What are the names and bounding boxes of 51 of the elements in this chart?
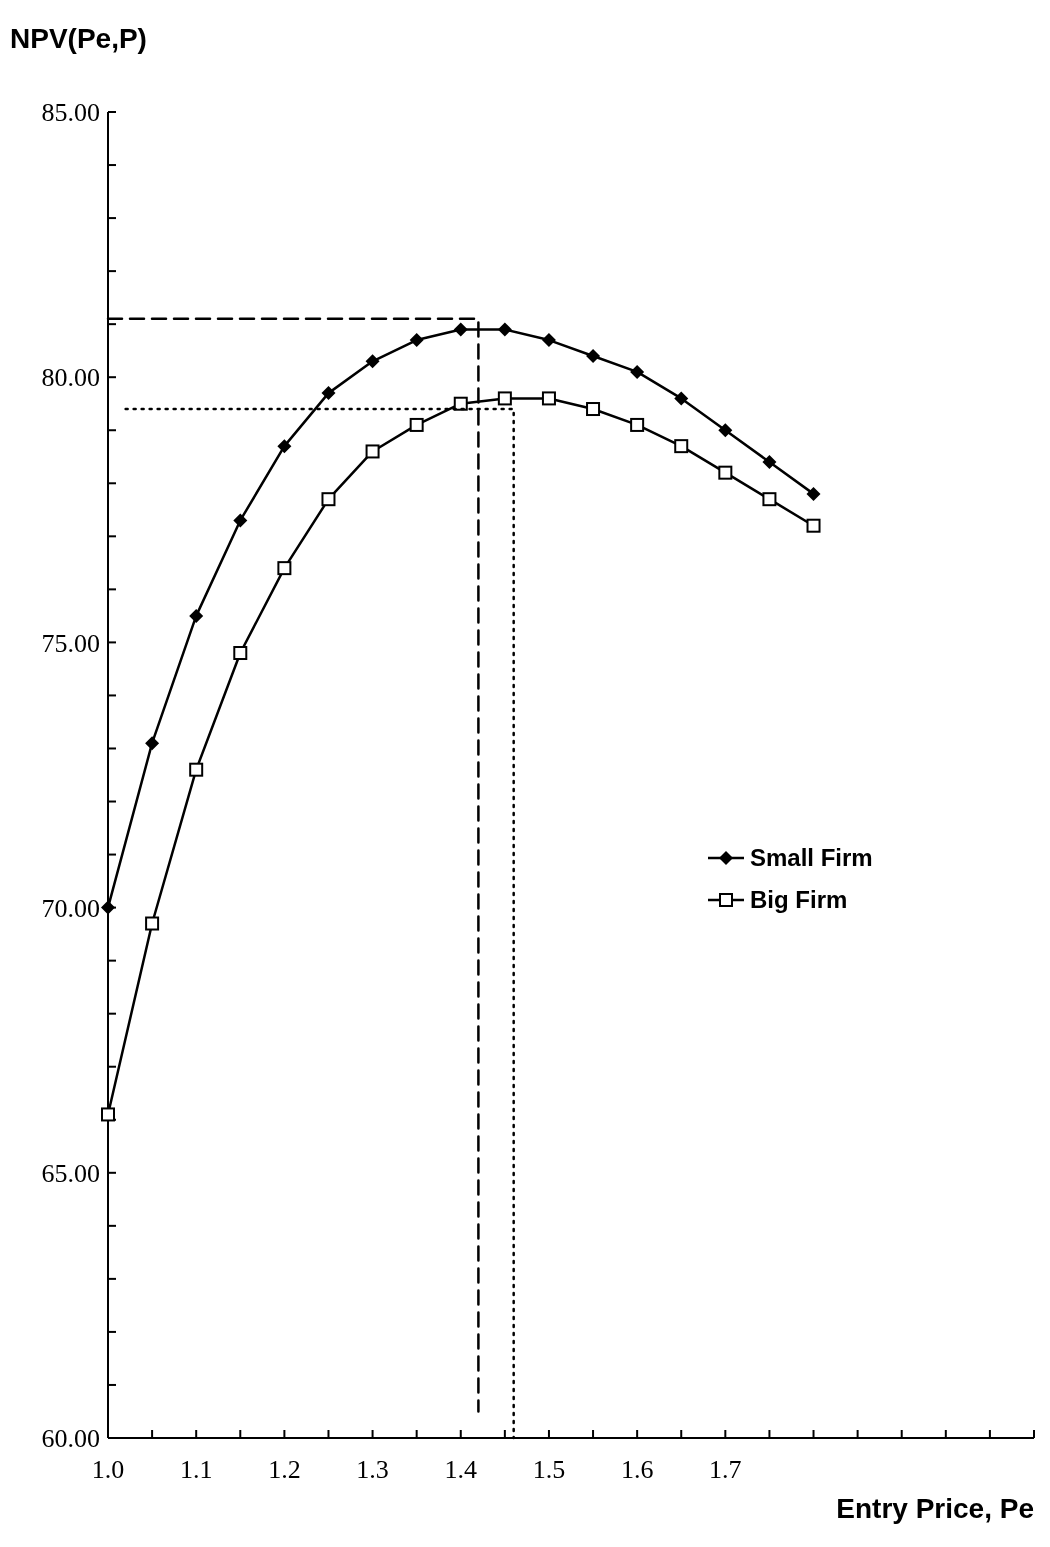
y-tick-label: 65.00 bbox=[41, 1158, 100, 1188]
point bbox=[189, 608, 204, 623]
point bbox=[497, 322, 512, 337]
y-tick-label: 70.00 bbox=[41, 893, 100, 923]
point bbox=[674, 391, 689, 406]
x-tick-label: 1.2 bbox=[268, 1455, 301, 1484]
point bbox=[145, 736, 160, 751]
point bbox=[233, 646, 248, 661]
x-tick-label: 1.1 bbox=[179, 1455, 213, 1484]
point bbox=[365, 354, 380, 369]
y-tick-label: 85.00 bbox=[41, 98, 100, 128]
x-axis-title: Entry Price, Pe bbox=[836, 1493, 1034, 1524]
point bbox=[277, 439, 292, 454]
point bbox=[453, 322, 468, 337]
point bbox=[718, 465, 733, 480]
point bbox=[409, 417, 424, 432]
point bbox=[674, 439, 689, 454]
point bbox=[189, 762, 204, 777]
point bbox=[541, 333, 556, 348]
point bbox=[806, 518, 821, 533]
point bbox=[541, 391, 556, 406]
point bbox=[277, 561, 292, 576]
x-tick-label: 1.5 bbox=[532, 1455, 566, 1484]
point bbox=[497, 391, 512, 406]
y-tick-label: 80.00 bbox=[41, 363, 100, 393]
x-tick-label: 1.4 bbox=[444, 1455, 478, 1484]
y-tick-label: 60.00 bbox=[41, 1424, 100, 1454]
y-tick-label: 75.00 bbox=[41, 628, 100, 658]
point bbox=[762, 492, 777, 507]
point bbox=[630, 364, 645, 379]
x-tick-label: 1.3 bbox=[356, 1455, 389, 1484]
point bbox=[586, 402, 601, 417]
point bbox=[806, 486, 821, 501]
point bbox=[762, 455, 777, 470]
y-axis-title: NPV(Pe,P) bbox=[10, 23, 147, 54]
point bbox=[321, 492, 336, 507]
point bbox=[365, 444, 380, 459]
point bbox=[453, 396, 468, 411]
x-tick-label: 1.0 bbox=[91, 1455, 125, 1484]
point bbox=[718, 423, 733, 438]
point bbox=[586, 348, 601, 363]
point bbox=[101, 1107, 115, 1122]
point bbox=[233, 513, 248, 528]
point bbox=[145, 916, 160, 931]
legend-label: Big Firm bbox=[750, 886, 848, 914]
x-tick-label: 1.7 bbox=[709, 1455, 742, 1484]
point bbox=[630, 417, 645, 432]
x-tick-label: 1.6 bbox=[620, 1455, 654, 1484]
point bbox=[409, 333, 424, 348]
point bbox=[321, 386, 336, 401]
legend-label: Small Firm bbox=[750, 844, 873, 872]
